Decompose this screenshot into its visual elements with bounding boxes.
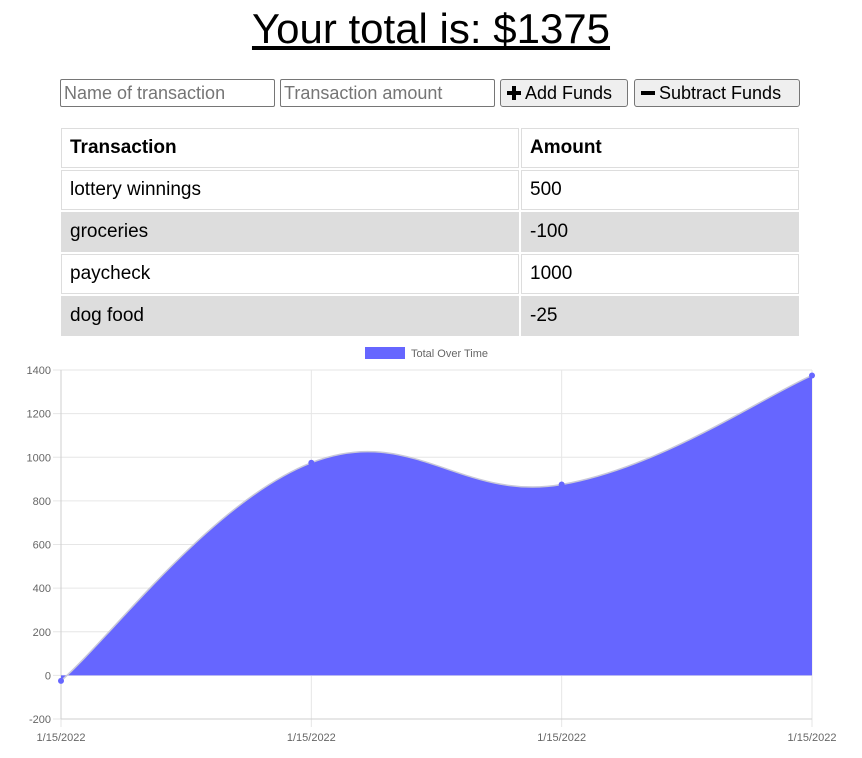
data-point: [308, 459, 315, 466]
total-over-time-chart: -200 0 200 400 600 800 1000 1200 1400 1/15/2022 1/…: [27, 347, 837, 744]
transaction-amount-cell: -25: [521, 296, 799, 336]
transaction-name-cell: groceries: [61, 212, 519, 252]
total-heading: Your total is: $1375: [251, 5, 611, 52]
y-tick-label: 1200: [27, 409, 51, 421]
data-point: [558, 481, 565, 488]
transaction-amount-input[interactable]: [280, 79, 495, 107]
transactions-table: Transaction Amount lottery winnings 500 …: [59, 126, 801, 338]
transaction-amount-cell: -100: [521, 212, 799, 252]
y-tick-label: 0: [45, 670, 51, 682]
x-tick-label: 1/15/2022: [37, 732, 86, 744]
y-tick-label: 600: [33, 540, 51, 552]
subtract-funds-label: Subtract Funds: [659, 82, 782, 103]
y-tick-label: 200: [33, 627, 51, 639]
table-row: lottery winnings 500: [61, 170, 799, 210]
series-line: [60, 374, 813, 682]
data-point: [809, 372, 815, 379]
x-tick-label: 1/15/2022: [287, 732, 336, 744]
transaction-amount-cell: 1000: [521, 254, 799, 294]
y-tick-label: 400: [33, 583, 51, 595]
add-funds-button[interactable]: Add Funds: [500, 79, 628, 107]
transaction-name-cell: paycheck: [61, 254, 519, 294]
plus-icon: [507, 86, 521, 100]
x-tick-label: 1/15/2022: [537, 732, 586, 744]
add-funds-label: Add Funds: [525, 82, 613, 103]
header-transaction: Transaction: [61, 128, 519, 168]
transaction-name-cell: dog food: [61, 296, 519, 336]
table-header-row: Transaction Amount: [61, 128, 799, 168]
transaction-name-cell: lottery winnings: [61, 170, 519, 210]
y-tick-label: -200: [29, 714, 51, 726]
series-area: [61, 375, 812, 681]
table-row: dog food -25: [61, 296, 799, 336]
legend-swatch: [365, 347, 405, 359]
table-row: groceries -100: [61, 212, 799, 252]
data-point: [58, 677, 64, 684]
transaction-amount-cell: 500: [521, 170, 799, 210]
subtract-funds-button[interactable]: Subtract Funds: [634, 79, 800, 107]
y-tick-label: 800: [33, 496, 51, 508]
x-tick-label: 1/15/2022: [788, 732, 837, 744]
table-row: paycheck 1000: [61, 254, 799, 294]
y-tick-label: 1400: [27, 365, 51, 377]
y-tick-label: 1000: [27, 452, 51, 464]
header-amount: Amount: [521, 128, 799, 168]
transaction-name-input[interactable]: [60, 79, 275, 107]
legend-label: Total Over Time: [411, 348, 488, 360]
minus-icon: [641, 86, 655, 100]
